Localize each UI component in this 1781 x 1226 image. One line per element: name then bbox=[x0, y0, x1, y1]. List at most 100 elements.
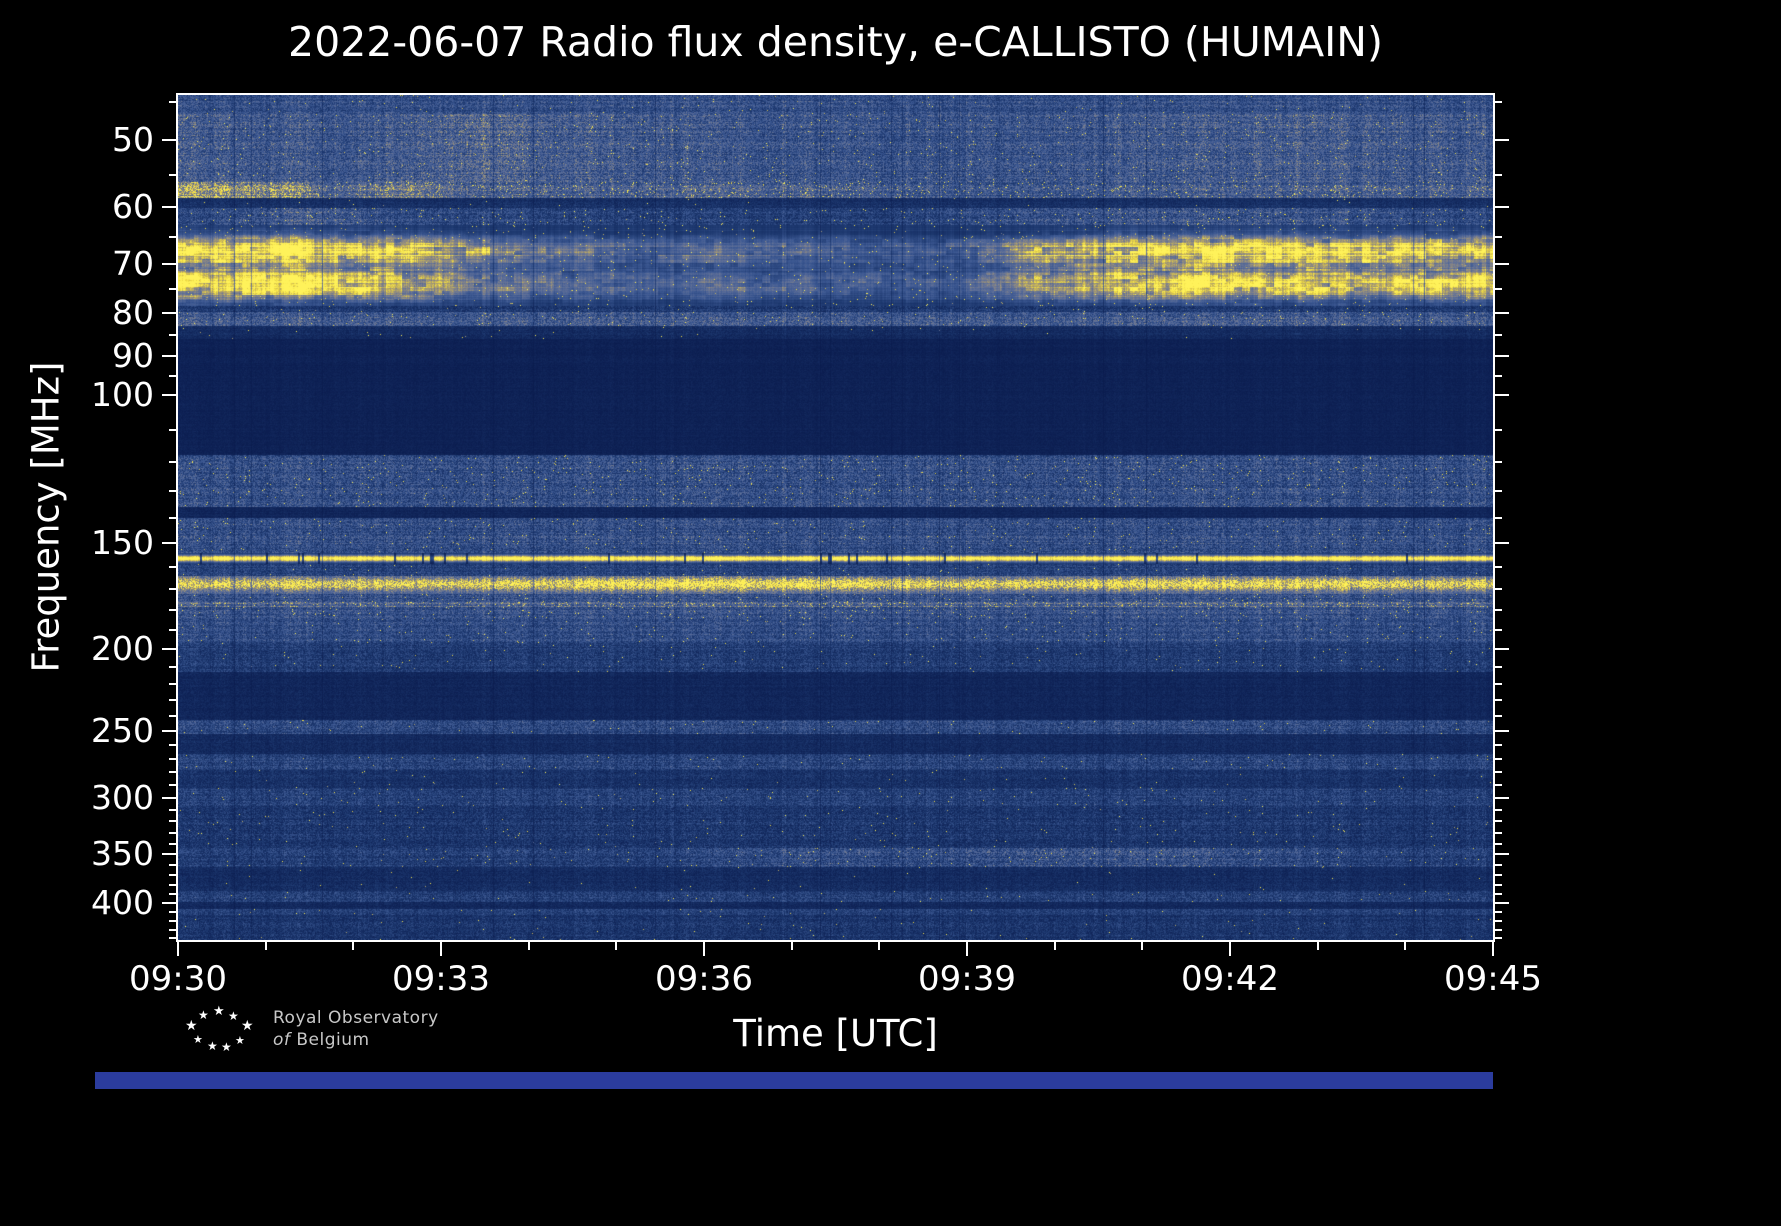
y-minor-tick-left bbox=[169, 920, 176, 923]
star-icon: ★ bbox=[207, 1039, 218, 1053]
y-minor-tick-right bbox=[1495, 609, 1502, 612]
y-major-tick-right bbox=[1495, 139, 1509, 142]
y-major-tick-right bbox=[1495, 311, 1509, 314]
x-axis-label: Time [UTC] bbox=[733, 1012, 938, 1055]
x-major-tick bbox=[1492, 942, 1494, 956]
y-minor-tick-right bbox=[1495, 842, 1502, 845]
y-minor-tick-left bbox=[169, 758, 176, 761]
y-minor-tick-right bbox=[1495, 374, 1502, 377]
rob-logo-stars: ★ ★ ★ ★ ★ ★ ★ ★ ★ bbox=[183, 1003, 257, 1055]
x-major-tick bbox=[1229, 942, 1231, 956]
y-minor-tick-right bbox=[1495, 928, 1502, 931]
y-minor-tick-right bbox=[1495, 235, 1502, 238]
y-minor-tick-right bbox=[1495, 100, 1502, 103]
y-minor-tick-left bbox=[169, 784, 176, 787]
y-minor-tick-right bbox=[1495, 893, 1502, 896]
y-major-tick-left bbox=[162, 206, 176, 209]
star-icon: ★ bbox=[241, 1018, 254, 1034]
y-major-tick-left bbox=[162, 729, 176, 732]
y-minor-tick-left bbox=[169, 771, 176, 774]
x-minor-tick bbox=[1053, 942, 1056, 950]
y-minor-tick-left bbox=[169, 288, 176, 291]
y-major-tick-left bbox=[162, 262, 176, 265]
x-tick-label: 09:45 bbox=[1444, 959, 1542, 999]
y-major-tick-left bbox=[162, 139, 176, 142]
y-minor-tick-left bbox=[169, 911, 176, 914]
y-minor-tick-right bbox=[1495, 288, 1502, 291]
y-minor-tick-right bbox=[1495, 784, 1502, 787]
x-major-tick bbox=[703, 942, 705, 956]
y-minor-tick-left bbox=[169, 428, 176, 431]
y-minor-tick-right bbox=[1495, 566, 1502, 569]
y-tick-label: 150 bbox=[91, 523, 154, 563]
y-major-tick-right bbox=[1495, 206, 1509, 209]
x-tick-label: 09:39 bbox=[918, 959, 1016, 999]
spectrogram-image bbox=[178, 95, 1493, 940]
y-minor-tick-right bbox=[1495, 428, 1502, 431]
y-minor-tick-left bbox=[169, 174, 176, 177]
y-minor-tick-left bbox=[169, 928, 176, 931]
y-minor-tick-right bbox=[1495, 460, 1502, 463]
y-minor-tick-left bbox=[169, 609, 176, 612]
y-minor-tick-right bbox=[1495, 758, 1502, 761]
y-minor-tick-left bbox=[169, 517, 176, 520]
x-minor-tick bbox=[527, 942, 530, 950]
y-minor-tick-left bbox=[169, 883, 176, 886]
x-minor-tick bbox=[1404, 942, 1407, 950]
y-minor-tick-right bbox=[1495, 873, 1502, 876]
y-minor-tick-left bbox=[169, 629, 176, 632]
y-minor-tick-left bbox=[169, 873, 176, 876]
y-minor-tick-left bbox=[169, 714, 176, 717]
y-minor-tick-right bbox=[1495, 863, 1502, 866]
star-icon: ★ bbox=[228, 1009, 239, 1023]
y-minor-tick-left bbox=[169, 489, 176, 492]
y-minor-tick-left bbox=[169, 820, 176, 823]
plot-area bbox=[176, 93, 1495, 942]
y-major-tick-right bbox=[1495, 647, 1509, 650]
y-major-tick-left bbox=[162, 796, 176, 799]
y-minor-tick-right bbox=[1495, 714, 1502, 717]
y-major-tick-right bbox=[1495, 542, 1509, 545]
y-minor-tick-left bbox=[169, 665, 176, 668]
x-minor-tick bbox=[790, 942, 793, 950]
y-minor-tick-right bbox=[1495, 831, 1502, 834]
y-minor-tick-left bbox=[169, 863, 176, 866]
y-tick-label: 80 bbox=[112, 292, 154, 332]
y-tick-label: 100 bbox=[91, 374, 154, 414]
y-major-tick-right bbox=[1495, 853, 1509, 856]
x-tick-label: 09:33 bbox=[392, 959, 490, 999]
y-minor-tick-right bbox=[1495, 820, 1502, 823]
rob-logo-text-of: of bbox=[273, 1030, 291, 1050]
rob-logo-text-line2: of Belgium bbox=[273, 1029, 439, 1051]
y-major-tick-left bbox=[162, 393, 176, 396]
y-minor-tick-right bbox=[1495, 911, 1502, 914]
y-minor-tick-left bbox=[169, 842, 176, 845]
y-major-tick-right bbox=[1495, 393, 1509, 396]
y-minor-tick-left bbox=[169, 808, 176, 811]
y-tick-label: 90 bbox=[112, 335, 154, 375]
rob-logo: ★ ★ ★ ★ ★ ★ ★ ★ ★ Royal Observatory of Belgium bbox=[183, 1003, 439, 1055]
y-tick-label: 50 bbox=[112, 120, 154, 160]
x-minor-tick bbox=[878, 942, 881, 950]
y-minor-tick-left bbox=[169, 744, 176, 747]
x-minor-tick bbox=[615, 942, 618, 950]
y-minor-tick-left bbox=[169, 831, 176, 834]
y-tick-label: 60 bbox=[112, 187, 154, 227]
y-tick-label: 70 bbox=[112, 243, 154, 283]
y-minor-tick-right bbox=[1495, 808, 1502, 811]
y-major-tick-left bbox=[162, 647, 176, 650]
chart-title: 2022-06-07 Radio flux density, e-CALLIST… bbox=[288, 18, 1383, 66]
y-major-tick-left bbox=[162, 902, 176, 905]
rob-logo-text-line1: Royal Observatory bbox=[273, 1007, 439, 1028]
x-major-tick bbox=[440, 942, 442, 956]
y-minor-tick-left bbox=[169, 588, 176, 591]
y-minor-tick-left bbox=[169, 100, 176, 103]
x-tick-label: 09:42 bbox=[1181, 959, 1279, 999]
y-tick-label: 350 bbox=[91, 834, 154, 874]
y-minor-tick-right bbox=[1495, 588, 1502, 591]
bottom-blue-strip bbox=[95, 1072, 1493, 1089]
x-major-tick bbox=[966, 942, 968, 956]
y-tick-label: 300 bbox=[91, 777, 154, 817]
y-minor-tick-right bbox=[1495, 682, 1502, 685]
y-minor-tick-left bbox=[169, 460, 176, 463]
